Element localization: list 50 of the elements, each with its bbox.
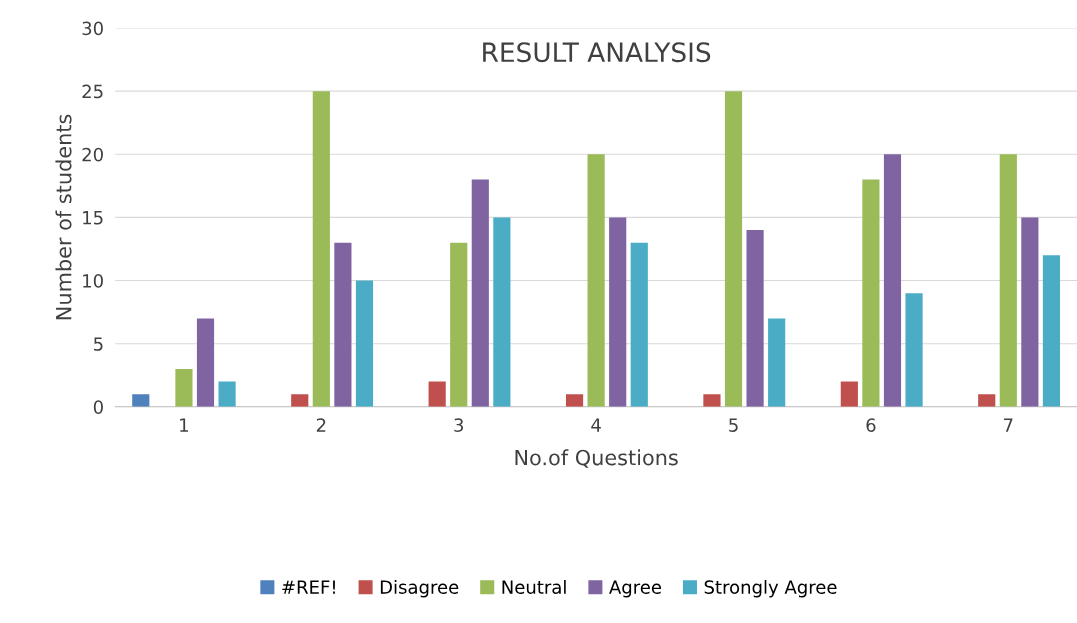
y-tick-label: 5 bbox=[94, 337, 103, 351]
bar bbox=[587, 154, 605, 407]
y-tick-label: 30 bbox=[82, 21, 103, 36]
bar bbox=[703, 394, 721, 407]
y-tick-label: 10 bbox=[83, 274, 103, 288]
bar bbox=[471, 179, 489, 407]
bar bbox=[450, 242, 468, 407]
y-tick-label: 0 bbox=[93, 400, 103, 414]
bar bbox=[493, 217, 511, 407]
bar bbox=[428, 381, 446, 407]
bar bbox=[746, 230, 764, 407]
x-tick-label: 5 bbox=[729, 418, 738, 432]
legend-label: Agree bbox=[609, 580, 662, 598]
bar bbox=[768, 318, 786, 407]
bar bbox=[609, 217, 627, 407]
bar bbox=[724, 91, 743, 407]
x-tick-label: 1 bbox=[180, 418, 189, 432]
y-tick-label: 20 bbox=[82, 147, 103, 162]
legend-label: Neutral bbox=[502, 579, 566, 594]
bar bbox=[1021, 217, 1039, 407]
bar bbox=[840, 381, 858, 407]
legend-label: Strongly Agree bbox=[704, 579, 837, 598]
bar bbox=[999, 154, 1017, 407]
bar bbox=[132, 394, 150, 407]
y-axis-title: Number of students bbox=[55, 114, 72, 320]
bar bbox=[196, 318, 215, 407]
y-tick-label: 25 bbox=[82, 84, 103, 99]
x-tick-label: 3 bbox=[454, 418, 464, 432]
bar bbox=[905, 293, 923, 407]
bar bbox=[334, 242, 352, 407]
bar bbox=[978, 394, 996, 407]
bar bbox=[883, 154, 902, 407]
x-tick-label: 4 bbox=[591, 418, 601, 432]
bar bbox=[355, 280, 374, 407]
x-tick-label: 7 bbox=[1004, 418, 1013, 432]
legend-label: #REF! bbox=[282, 580, 335, 594]
bar bbox=[862, 179, 880, 407]
bar bbox=[1042, 255, 1061, 407]
y-tick-label: 15 bbox=[83, 211, 103, 225]
legend-label: Disagree bbox=[380, 579, 459, 598]
x-tick-label: 2 bbox=[316, 418, 326, 432]
bar bbox=[218, 381, 236, 407]
bar bbox=[565, 394, 584, 407]
bar bbox=[291, 394, 309, 407]
bar bbox=[312, 91, 330, 407]
chart-title: RESULT ANALYSIS bbox=[483, 42, 711, 63]
bar bbox=[630, 242, 648, 407]
x-tick-label: 6 bbox=[866, 418, 876, 432]
bar bbox=[175, 368, 193, 407]
x-axis-title: No.of Questions bbox=[515, 449, 678, 468]
